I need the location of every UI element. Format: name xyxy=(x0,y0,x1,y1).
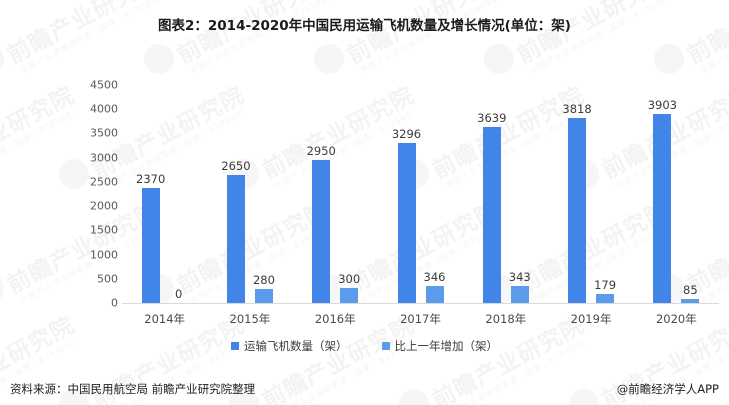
y-axis-tick-label: 1000 xyxy=(90,248,118,262)
bar-aircraft-count xyxy=(141,188,160,303)
chart-title: 图表2：2014-2020年中国民用运输飞机数量及增长情况(单位：架) xyxy=(158,18,571,34)
app-credit: @前瞻经济学人APP xyxy=(616,382,719,396)
bar-yoy-increase xyxy=(510,286,529,303)
bar-value-label: 0 xyxy=(174,287,183,301)
y-axis-tick-label: 2000 xyxy=(90,199,118,213)
bar-aircraft-count xyxy=(482,126,501,303)
x-axis-tick-label: 2018年 xyxy=(485,312,527,326)
bar-aircraft-count xyxy=(568,118,587,303)
x-axis-tick-label: 2014年 xyxy=(144,312,186,326)
bar-value-label: 2370 xyxy=(136,172,166,187)
x-axis-tick-label: 2020年 xyxy=(655,312,697,326)
legend-swatch-icon xyxy=(231,342,239,350)
y-axis-tick-label: 1500 xyxy=(90,223,118,237)
bar-yoy-increase xyxy=(340,288,359,303)
legend-item-aircraft-count[interactable]: 运输飞机数量（架） xyxy=(231,338,348,354)
x-axis-tick-label: 2016年 xyxy=(314,312,356,326)
chart-legend: 运输飞机数量（架） 比上一年增加（架） xyxy=(0,338,729,354)
bar-value-label: 2950 xyxy=(306,144,336,159)
y-axis-tick-label: 4500 xyxy=(90,78,118,92)
bar-value-label: 346 xyxy=(423,270,446,285)
bar-yoy-increase xyxy=(425,286,444,303)
bar-yoy-increase xyxy=(254,289,273,303)
bar-aircraft-count xyxy=(397,143,416,303)
y-axis: 0 500 1000 1500 2000 2500 3000 3500 4000 4500 xyxy=(58,0,118,405)
source-text: 资料来源：中国民用航空局 前瞻产业研究院整理 xyxy=(10,382,256,396)
y-axis-tick-label: 2500 xyxy=(90,175,118,189)
bar-value-label: 3818 xyxy=(562,102,592,117)
bar-value-label: 3296 xyxy=(391,127,422,142)
bar-aircraft-count xyxy=(653,113,672,303)
bar-value-label: 300 xyxy=(338,272,361,287)
y-axis-tick-label: 0 xyxy=(111,296,118,310)
x-axis-tick-label: 2017年 xyxy=(400,312,441,326)
chart-footer: 资料来源：中国民用航空局 前瞻产业研究院整理 @前瞻经济学人APP xyxy=(0,381,729,397)
bar-value-label: 343 xyxy=(508,270,531,285)
bar-value-label: 85 xyxy=(683,282,698,297)
y-axis-tick-label: 3500 xyxy=(90,126,118,140)
legend-swatch-icon xyxy=(381,342,390,350)
bar-aircraft-count xyxy=(226,174,245,303)
x-axis-baseline xyxy=(122,303,719,304)
legend-label: 比上一年增加（架） xyxy=(394,339,499,353)
legend-item-yoy-increase[interactable]: 比上一年增加（架） xyxy=(381,338,499,354)
y-axis-tick-label: 3000 xyxy=(90,151,118,165)
y-axis-tick-label: 4000 xyxy=(90,102,118,116)
bar-value-label: 2650 xyxy=(221,158,251,173)
bar-value-label: 280 xyxy=(252,273,275,288)
y-axis-tick-label: 500 xyxy=(97,272,118,286)
bar-yoy-increase xyxy=(596,294,615,303)
bar-yoy-increase xyxy=(681,298,700,303)
bar-value-label: 3903 xyxy=(647,97,677,112)
bar-aircraft-count xyxy=(312,160,331,303)
bar-value-label: 179 xyxy=(594,278,617,293)
legend-label: 运输飞机数量（架） xyxy=(244,339,348,353)
bar-value-label: 3639 xyxy=(477,110,507,125)
x-axis-tick-label: 2015年 xyxy=(229,312,271,326)
x-axis-tick-label: 2019年 xyxy=(570,312,612,326)
